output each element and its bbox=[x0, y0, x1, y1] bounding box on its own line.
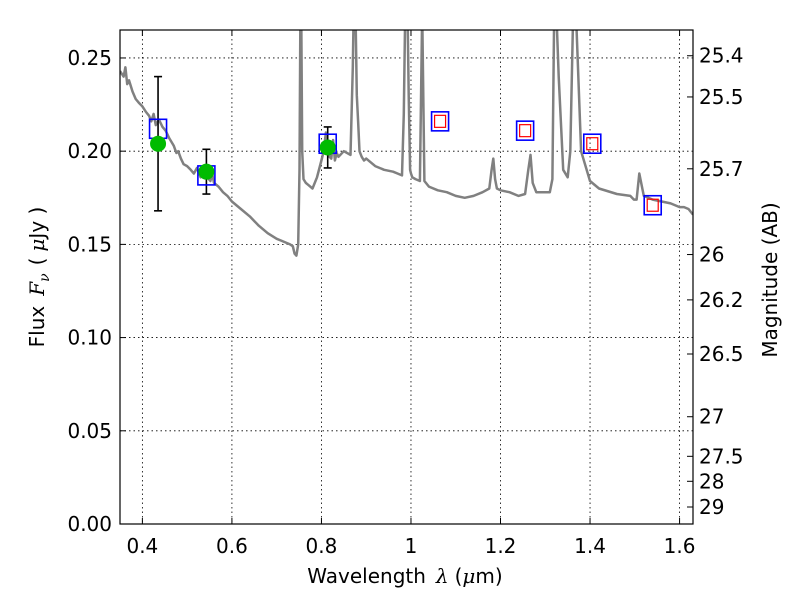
x-axis-symbol: λ bbox=[435, 564, 449, 588]
magnitude-tick-label: 29 bbox=[699, 495, 724, 519]
x-tick-label: 1.2 bbox=[485, 534, 517, 558]
x-axis-unit-rest: m) bbox=[475, 564, 502, 588]
model-photometry-marker bbox=[430, 111, 450, 132]
x-tick-label: 0.6 bbox=[216, 534, 248, 558]
plot-area bbox=[120, 30, 693, 524]
magnitude-tick-label: 25.7 bbox=[699, 157, 744, 181]
magnitude-axis-label: Magnitude (AB) bbox=[758, 202, 782, 357]
x-tick-label: 0.8 bbox=[306, 534, 338, 558]
x-axis-label: Wavelength λ (μm) bbox=[307, 564, 502, 588]
y-tick-label: 0.25 bbox=[67, 46, 112, 70]
x-axis-unit-mu: μ bbox=[462, 564, 475, 588]
observed-flux-point bbox=[319, 139, 336, 156]
x-tick-label: 1.4 bbox=[574, 534, 606, 558]
y-axis-symbol: F bbox=[25, 281, 49, 297]
y-axis-label-prefix: Flux bbox=[25, 306, 49, 348]
y-tick-label: 0.15 bbox=[67, 232, 112, 256]
y-tick-label: 0.10 bbox=[67, 326, 112, 350]
magnitude-tick-label: 27.5 bbox=[699, 444, 744, 468]
magnitude-tick-label: 26.5 bbox=[699, 342, 744, 366]
x-axis-label-prefix: Wavelength bbox=[307, 564, 426, 588]
x-axis-unit-open: ( bbox=[455, 564, 463, 588]
y-tick-label: 0.05 bbox=[67, 419, 112, 443]
model-photometry-marker bbox=[515, 120, 535, 141]
model-photometry-marker bbox=[582, 133, 602, 155]
model-photometry-inner-marker bbox=[519, 124, 532, 138]
model-photometry-inner-marker bbox=[586, 137, 599, 151]
y-axis-unit-rest: Jy ) bbox=[25, 207, 49, 241]
model-photometry-marker bbox=[643, 194, 663, 216]
magnitude-tick-label: 25.5 bbox=[699, 85, 744, 109]
y-tick-label: 0.20 bbox=[67, 139, 112, 163]
model-photometry-inner-marker bbox=[433, 114, 447, 128]
magnitude-tick-label: 26 bbox=[699, 243, 724, 267]
markers bbox=[148, 111, 663, 216]
y-axis-subscript: ν bbox=[37, 273, 53, 282]
y-axis-label: Flux Fν ( μJy ) bbox=[25, 207, 53, 348]
x-tick-label: 1.6 bbox=[664, 534, 696, 558]
model-spectrum bbox=[120, 30, 693, 257]
model-spectrum-line bbox=[120, 30, 693, 257]
y-axis-unit-open: ( bbox=[25, 258, 49, 266]
model-photometry-inner-marker bbox=[646, 198, 659, 212]
y-tick-label: 0.00 bbox=[67, 512, 112, 536]
plot-frame bbox=[119, 29, 694, 525]
magnitude-tick-label: 26.2 bbox=[699, 288, 744, 312]
observed-flux-point bbox=[150, 135, 167, 152]
x-tick-label: 0.4 bbox=[126, 534, 158, 558]
x-tick-label: 1 bbox=[405, 534, 418, 558]
x-tick-labels: 0.4 0.6 0.8 1 1.2 1.4 1.6 bbox=[126, 534, 695, 558]
observed-flux-point bbox=[198, 163, 215, 180]
y-tick-labels: 0.00 0.05 0.10 0.15 0.20 0.25 bbox=[67, 46, 112, 536]
ticks bbox=[120, 30, 693, 525]
magnitude-tick-label: 27 bbox=[699, 405, 724, 429]
magnitude-tick-label: 28 bbox=[699, 469, 724, 493]
y-axis-unit-mu: μ bbox=[25, 239, 49, 252]
magnitude-tick-label: 25.4 bbox=[699, 44, 744, 68]
grid bbox=[120, 30, 693, 525]
